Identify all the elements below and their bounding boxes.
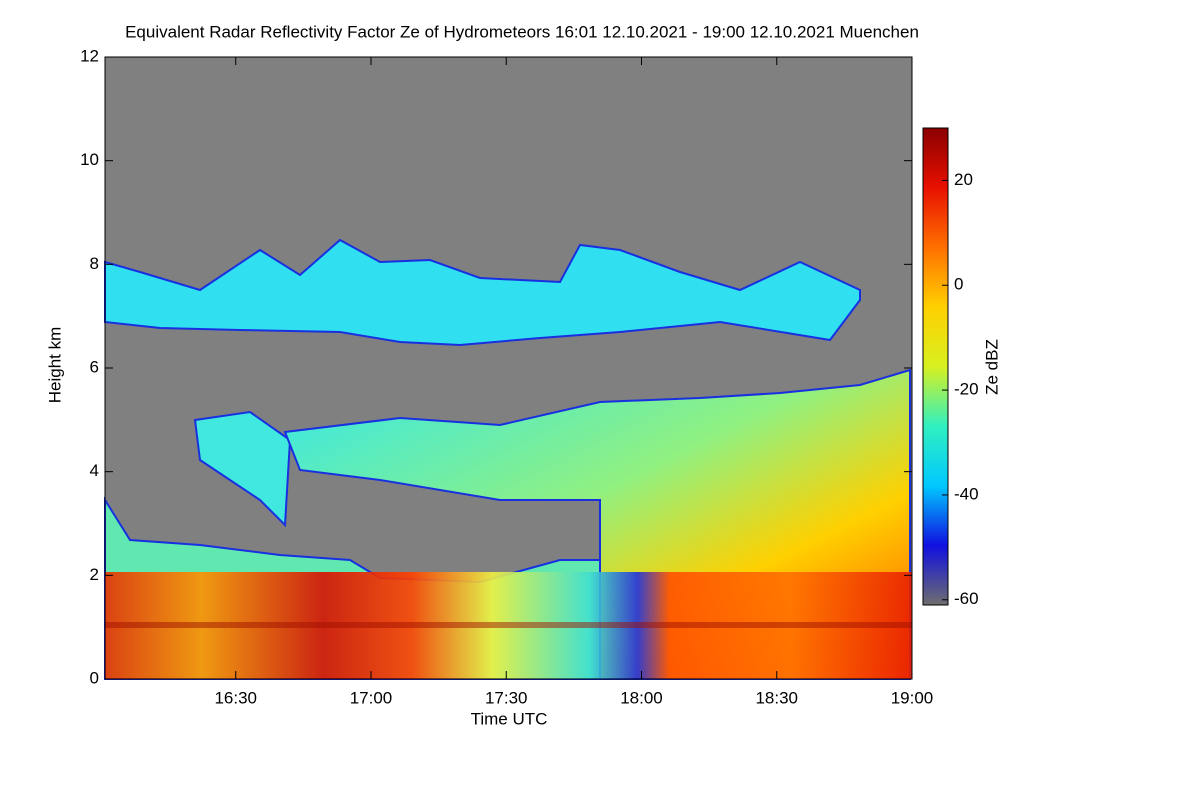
y-tick-label: 10 [80, 150, 99, 169]
plot-area [104, 56, 913, 680]
y-tick-label: 12 [80, 46, 99, 65]
echo-region [104, 238, 861, 347]
y-tick-label: 4 [90, 461, 99, 480]
y-axis-label: Height km [45, 327, 64, 404]
y-tick-label: 2 [90, 565, 99, 584]
x-tick-label: 17:00 [350, 688, 393, 707]
echo-region [105, 622, 912, 628]
x-tick-label: 18:30 [755, 688, 798, 707]
colorbar [922, 127, 949, 606]
x-tick-label: 18:00 [620, 688, 663, 707]
y-tick-label: 6 [90, 357, 99, 376]
y-tick-label: 8 [90, 254, 99, 273]
x-axis-label: Time UTC [471, 709, 548, 728]
colorbar-tick-label: 20 [954, 170, 973, 189]
colorbar-label: Ze dBZ [982, 339, 1001, 395]
y-tick-label: 0 [90, 668, 99, 687]
x-tick-label: 16:30 [214, 688, 257, 707]
colorbar-tick-label: -60 [954, 589, 979, 608]
x-tick-label: 19:00 [891, 688, 934, 707]
x-tick-label: 17:30 [485, 688, 528, 707]
echo-region [193, 410, 292, 528]
colorbar-tick-label: -20 [954, 380, 979, 399]
chart-title: Equivalent Radar Reflectivity Factor Ze … [125, 22, 919, 41]
colorbar-tick-label: 0 [954, 275, 963, 294]
colorbar-tick-label: -40 [954, 484, 979, 503]
